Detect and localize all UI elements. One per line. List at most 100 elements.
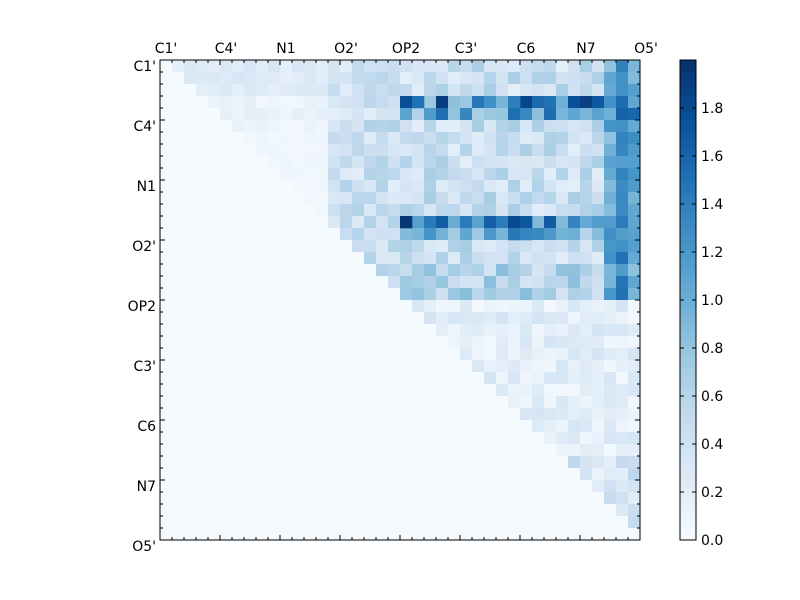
heatmap-cell: [196, 168, 209, 181]
heatmap-cell: [628, 120, 641, 133]
heatmap-cell: [376, 528, 389, 541]
heatmap-cell: [556, 216, 569, 229]
heatmap-cell: [388, 84, 401, 97]
heatmap-cell: [448, 408, 461, 421]
heatmap-cell: [436, 168, 449, 181]
heatmap-cell: [220, 324, 233, 337]
heatmap-cell: [256, 468, 269, 481]
heatmap-cell: [532, 192, 545, 205]
heatmap-cell: [448, 492, 461, 505]
heatmap-cell: [244, 468, 257, 481]
heatmap-cell: [472, 84, 485, 97]
heatmap-cell: [280, 168, 293, 181]
heatmap-cell: [604, 204, 617, 217]
heatmap-cell: [604, 480, 617, 493]
heatmap-cell: [628, 96, 641, 109]
heatmap-cell: [628, 300, 641, 313]
heatmap-cell: [568, 96, 581, 109]
heatmap-cell: [556, 324, 569, 337]
heatmap-cell: [544, 432, 557, 445]
heatmap-cell: [616, 180, 629, 193]
heatmap-cell: [388, 312, 401, 325]
heatmap-cell: [352, 168, 365, 181]
heatmap-cell: [508, 360, 521, 373]
heatmap-cell: [292, 420, 305, 433]
heatmap-cell: [196, 420, 209, 433]
heatmap-cell: [400, 492, 413, 505]
heatmap-cell: [364, 72, 377, 85]
heatmap-cell: [196, 348, 209, 361]
heatmap-cell: [220, 396, 233, 409]
heatmap-cell: [376, 420, 389, 433]
heatmap-cell: [544, 480, 557, 493]
heatmap-cell: [424, 312, 437, 325]
heatmap-cell: [568, 240, 581, 253]
heatmap-cell: [316, 348, 329, 361]
heatmap-cell: [628, 216, 641, 229]
heatmap-cell: [412, 420, 425, 433]
heatmap-cell: [352, 456, 365, 469]
heatmap-cell: [544, 252, 557, 265]
heatmap-cell: [316, 312, 329, 325]
heatmap-cell: [184, 420, 197, 433]
heatmap-cell: [292, 180, 305, 193]
x-tick-label: OP2: [392, 41, 420, 57]
heatmap-cell: [412, 348, 425, 361]
heatmap-cell: [196, 372, 209, 385]
heatmap-cell: [304, 384, 317, 397]
heatmap-cell: [304, 504, 317, 517]
heatmap-cell: [256, 240, 269, 253]
heatmap-cell: [232, 156, 245, 169]
heatmap-cell: [196, 432, 209, 445]
heatmap-cell: [328, 84, 341, 97]
heatmap-cell: [520, 432, 533, 445]
heatmap-cell: [340, 228, 353, 241]
heatmap-cell: [364, 204, 377, 217]
heatmap-cell: [556, 456, 569, 469]
heatmap-cell: [484, 456, 497, 469]
heatmap-cell: [292, 360, 305, 373]
heatmap-cell: [604, 456, 617, 469]
heatmap-cell: [184, 312, 197, 325]
heatmap-cell: [292, 216, 305, 229]
x-tick-label: O2': [334, 41, 358, 57]
heatmap-cell: [280, 288, 293, 301]
heatmap-cell: [364, 384, 377, 397]
heatmap-cell: [448, 384, 461, 397]
colorbar-tick-label: 0.6: [701, 389, 723, 405]
heatmap-cell: [580, 180, 593, 193]
heatmap-cell: [256, 324, 269, 337]
heatmap-cell: [220, 288, 233, 301]
heatmap-cell: [208, 372, 221, 385]
heatmap-cell: [364, 348, 377, 361]
heatmap-cell: [232, 336, 245, 349]
heatmap-cell: [472, 216, 485, 229]
heatmap-cell: [196, 396, 209, 409]
heatmap-cell: [316, 480, 329, 493]
heatmap-cell: [244, 492, 257, 505]
heatmap-cell: [256, 420, 269, 433]
heatmap-cell: [412, 60, 425, 73]
heatmap-cell: [160, 504, 173, 517]
heatmap-cell: [484, 120, 497, 133]
heatmap-cell: [628, 84, 641, 97]
heatmap-cell: [592, 384, 605, 397]
heatmap-cell: [580, 480, 593, 493]
heatmap-cell: [328, 228, 341, 241]
heatmap-cell: [220, 156, 233, 169]
heatmap-cell: [184, 456, 197, 469]
heatmap-cell: [244, 168, 257, 181]
heatmap-cell: [376, 132, 389, 145]
heatmap-cell: [232, 84, 245, 97]
heatmap-cell: [568, 252, 581, 265]
heatmap-cell: [412, 360, 425, 373]
heatmap-cell: [160, 384, 173, 397]
heatmap-cell: [256, 372, 269, 385]
heatmap-cell: [376, 456, 389, 469]
heatmap-cell: [244, 456, 257, 469]
heatmap-cell: [424, 252, 437, 265]
heatmap-cell: [376, 384, 389, 397]
heatmap-cell: [472, 492, 485, 505]
heatmap-cell: [160, 240, 173, 253]
heatmap-cell: [256, 96, 269, 109]
